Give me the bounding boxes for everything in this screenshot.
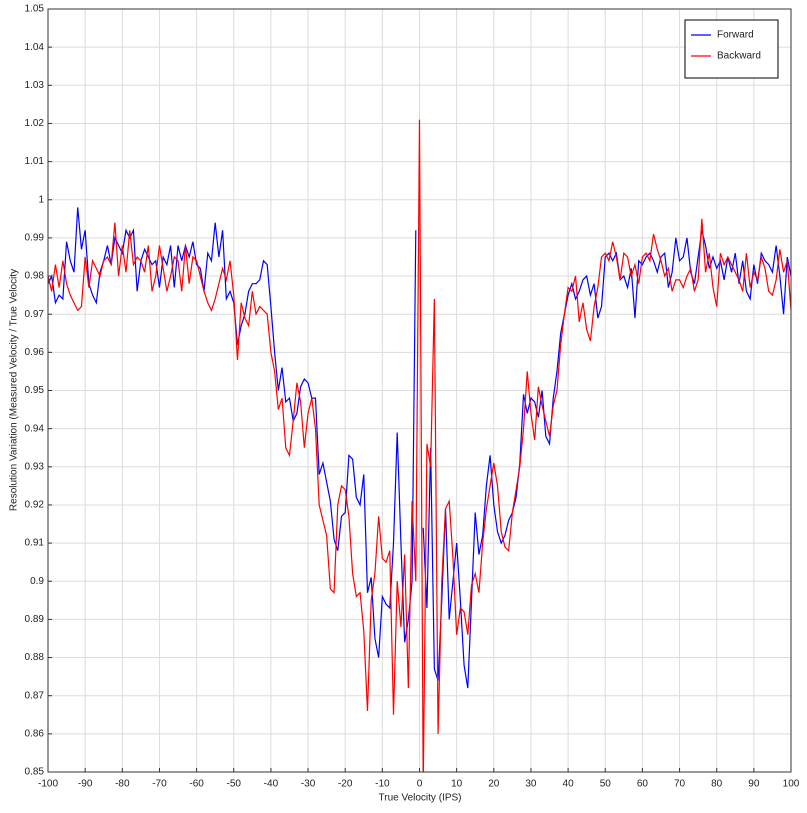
- y-tick-label: 0.88: [25, 652, 45, 663]
- y-tick-label: 0.86: [25, 728, 45, 739]
- x-tick-label: 100: [783, 779, 800, 790]
- x-tick-label: -90: [78, 779, 93, 790]
- y-tick-label: 0.91: [25, 538, 45, 549]
- y-tick-label: 0.99: [25, 233, 45, 244]
- y-tick-label: 1.02: [25, 118, 45, 129]
- x-tick-label: 10: [451, 779, 463, 790]
- x-tick-label: -20: [338, 779, 353, 790]
- legend-label: Forward: [717, 30, 754, 41]
- x-tick-label: 90: [748, 779, 760, 790]
- x-tick-label: 30: [525, 779, 537, 790]
- y-tick-label: 0.96: [25, 347, 45, 358]
- y-tick-label: 0.93: [25, 461, 45, 472]
- series-line: [48, 207, 791, 689]
- x-tick-label: -100: [38, 779, 58, 790]
- ticks: 0.85 0.86 0.87 0.88 0.89 0.9 0.91 0.92 0.93 0.94 0…: [25, 4, 800, 790]
- y-tick-label: 0.98: [25, 271, 45, 282]
- legend: Forward Backward: [684, 19, 779, 79]
- y-tick-label: 1.04: [25, 42, 45, 53]
- x-tick-label: 70: [674, 779, 686, 790]
- y-tick-label: 1.05: [25, 4, 45, 15]
- y-tick-label: 1: [38, 194, 44, 205]
- legend-label: Backward: [717, 51, 761, 62]
- y-tick-label: 0.97: [25, 309, 45, 320]
- y-axis-label: Resolution Variation (Measured Velocity …: [9, 269, 20, 511]
- series-lines: [48, 119, 791, 772]
- x-tick-label: -70: [152, 779, 167, 790]
- x-tick-label: -60: [189, 779, 204, 790]
- y-tick-label: 1.03: [25, 80, 45, 91]
- y-tick-label: 0.92: [25, 500, 45, 511]
- x-axis-label: True Velocity (IPS): [379, 793, 462, 804]
- y-tick-label: 0.94: [25, 423, 45, 434]
- x-tick-label: 60: [637, 779, 649, 790]
- y-tick-label: 0.95: [25, 385, 45, 396]
- x-tick-label: -50: [227, 779, 242, 790]
- x-tick-label: -80: [115, 779, 130, 790]
- x-tick-label: 80: [711, 779, 723, 790]
- x-tick-label: 20: [488, 779, 500, 790]
- y-tick-label: 0.85: [25, 767, 45, 778]
- x-tick-label: -40: [264, 779, 279, 790]
- legend-box: [684, 19, 779, 79]
- x-tick-label: -10: [375, 779, 390, 790]
- y-tick-label: 0.87: [25, 690, 45, 701]
- x-tick-label: 40: [563, 779, 575, 790]
- y-tick-label: 0.9: [30, 576, 44, 587]
- series-line: [48, 119, 791, 772]
- x-tick-label: -30: [301, 779, 316, 790]
- x-tick-label: 0: [417, 779, 423, 790]
- x-tick-label: 50: [600, 779, 612, 790]
- y-tick-label: 1.01: [25, 156, 45, 167]
- y-tick-label: 0.89: [25, 614, 45, 625]
